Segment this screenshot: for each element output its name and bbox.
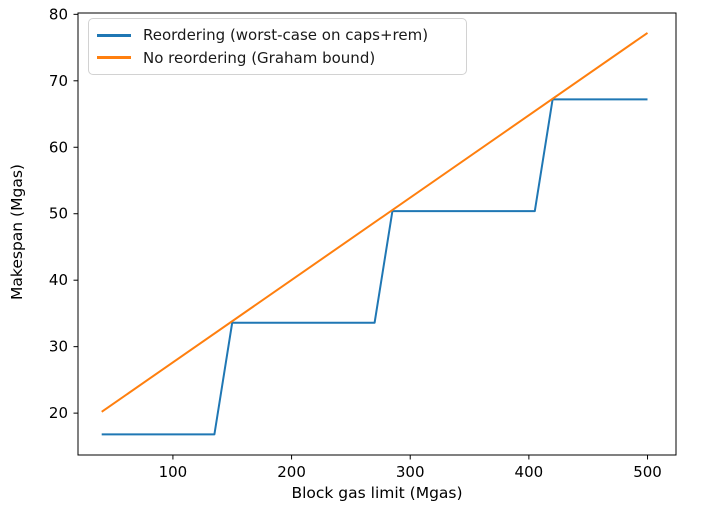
y-tick-label: 80 — [49, 5, 68, 23]
legend: Reordering (worst-case on caps+rem) No r… — [88, 18, 467, 75]
legend-item-reordering: Reordering (worst-case on caps+rem) — [97, 24, 456, 47]
x-tick-label: 300 — [396, 463, 425, 481]
legend-label-no-reordering: No reordering (Graham bound) — [143, 48, 376, 67]
series-line-no-reordering — [101, 32, 649, 413]
plot-frame — [77, 12, 677, 456]
x-axis-label: Block gas limit (Mgas) — [291, 484, 463, 502]
y-tick-label: 20 — [49, 404, 68, 422]
legend-line-reordering-icon — [97, 33, 131, 37]
y-tick-label: 70 — [49, 72, 68, 90]
series-line-reordering — [101, 98, 648, 436]
legend-line-no-reordering-icon — [97, 56, 131, 60]
y-tick-label: 30 — [49, 338, 68, 356]
x-tick-label: 500 — [633, 463, 662, 481]
y-tick-label: 60 — [49, 138, 68, 156]
x-tick-label: 100 — [159, 463, 188, 481]
legend-item-no-reordering: No reordering (Graham bound) — [97, 47, 456, 70]
x-tick-label: 200 — [277, 463, 306, 481]
y-axis-label: Makespan (Mgas) — [8, 164, 26, 300]
legend-label-reordering: Reordering (worst-case on caps+rem) — [143, 26, 429, 45]
y-tick-label: 40 — [49, 271, 68, 289]
y-tick-label: 50 — [49, 205, 68, 223]
x-tick-label: 400 — [515, 463, 544, 481]
